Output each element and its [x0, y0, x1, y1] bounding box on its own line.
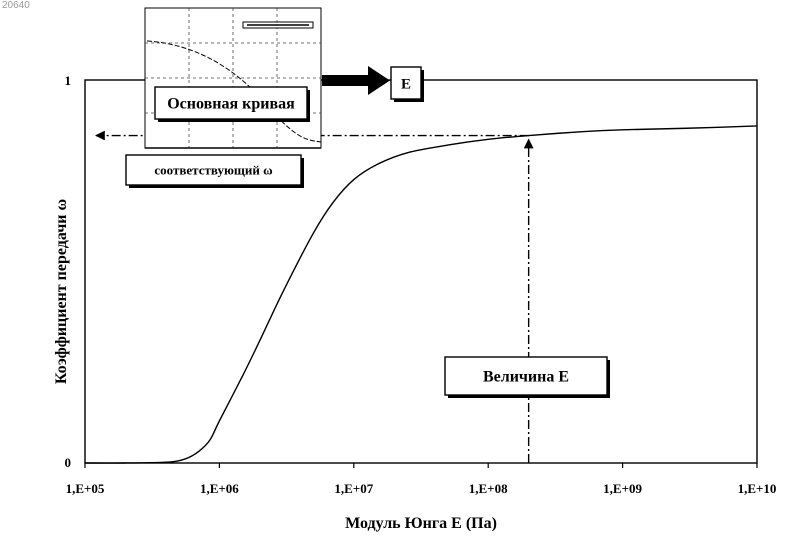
inset-label: Основная кривая [154, 86, 310, 122]
x-tick-label: 1,E+09 [603, 481, 642, 496]
value-label-box [444, 356, 608, 396]
master-curve-inset [144, 7, 390, 149]
e-box-box [390, 66, 422, 100]
omega-label: соответствующий ω [125, 154, 304, 188]
x-tick-label: 1,E+07 [334, 481, 373, 496]
x-tick-label: 1,E+05 [66, 481, 105, 496]
e-box-text: E [401, 76, 411, 92]
value-label: Величина E [444, 356, 610, 398]
e-box: E [390, 66, 424, 102]
inset-label-box [154, 86, 308, 120]
y-axis-title: Коэффициент передачи ω [53, 199, 70, 385]
y-tick-label: 0 [65, 455, 72, 470]
x-tick-label: 1,E+08 [469, 481, 508, 496]
thick-arrow-shaft [322, 75, 370, 86]
figure-id: 20640 [2, 0, 30, 11]
omega-label-text: соответствующий ω [154, 163, 272, 178]
inset-label-text: Основная кривая [167, 96, 295, 113]
value-label-text: Величина E [483, 369, 569, 386]
x-axis-title: Модуль Юнга E (Па) [345, 515, 497, 532]
y-tick-label: 1 [65, 73, 72, 88]
thick-arrow-head [368, 66, 390, 95]
inset-curve [146, 40, 322, 143]
x-tick-label: 1,E+10 [738, 481, 777, 496]
x-tick-label: 1,E+06 [200, 481, 239, 496]
curve-layer [84, 125, 758, 464]
omega-label-box [125, 154, 302, 186]
master-curve-line [84, 125, 758, 464]
